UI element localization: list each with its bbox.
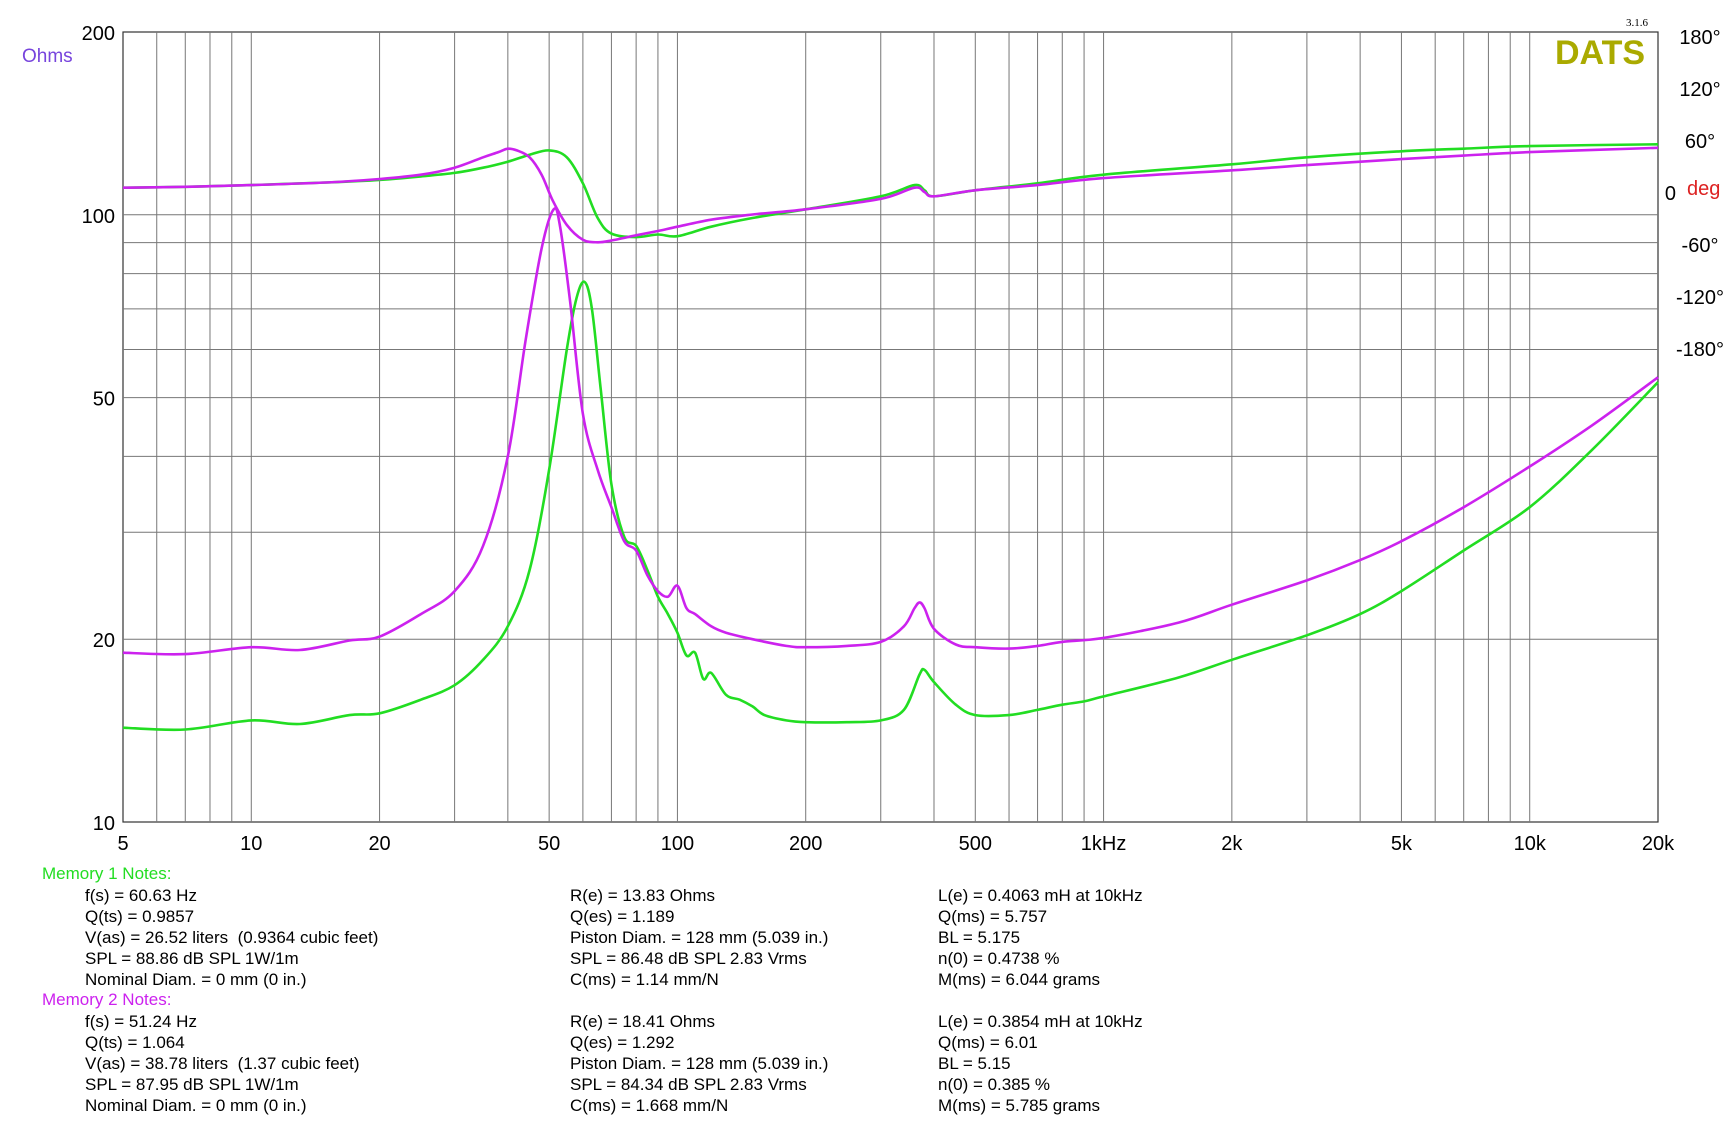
memory1-piston-diam: Piston Diam. = 128 mm (5.039 in.) bbox=[570, 928, 829, 947]
x-tick-label: 100 bbox=[661, 833, 694, 855]
y-tick-label: 10 bbox=[93, 813, 115, 835]
chart-labels: 5 10 20 50 100 200 500 1kHz 2k 5k 10k 20k2001005020… bbox=[82, 23, 1724, 855]
memory2-re: R(e) = 18.41 Ohms bbox=[570, 1012, 716, 1031]
x-tick-label: 1kHz bbox=[1081, 833, 1127, 855]
x-tick-label: 5 bbox=[117, 833, 128, 855]
series-4-phase-curve bbox=[122, 146, 1659, 244]
memory2-qts: Q(ts) = 1.064 bbox=[85, 1033, 185, 1052]
memory1-spl-1w: SPL = 88.86 dB SPL 1W/1m bbox=[85, 949, 299, 968]
memory1-cms: C(ms) = 1.14 mm/N bbox=[570, 970, 719, 989]
plot-frame bbox=[122, 31, 1659, 823]
y2-axis-label: deg bbox=[1687, 178, 1720, 200]
y2-tick-label: 180° bbox=[1679, 27, 1720, 49]
memory2-fs: f(s) = 51.24 Hz bbox=[85, 1012, 197, 1031]
memory1-fs: f(s) = 60.63 Hz bbox=[85, 886, 197, 905]
memory2-cms: C(ms) = 1.668 mm/N bbox=[570, 1096, 729, 1115]
y-axis-label: Ohms bbox=[22, 46, 73, 67]
y2-tick-label: 60° bbox=[1685, 131, 1715, 153]
measurement-notes: Memory 1 Notes: f(s) = 60.63 Hz Q(ts) = … bbox=[0, 860, 1727, 1120]
y2-tick-label: -180° bbox=[1676, 339, 1724, 361]
memory2-col1: f(s) = 51.24 Hz Q(ts) = 1.064 V(as) = 38… bbox=[85, 1011, 360, 1116]
x-tick-label: 50 bbox=[538, 833, 560, 855]
memory1-title: Memory 1 Notes: bbox=[42, 864, 172, 883]
impedance-chart: 5 10 20 50 100 200 500 1kHz 2k 5k 10k 20k2001005020… bbox=[22, 17, 1724, 855]
memory2-qes: Q(es) = 1.292 bbox=[570, 1033, 675, 1052]
y2-tick-label: 0 bbox=[1665, 183, 1676, 205]
memory2-qms: Q(ms) = 6.01 bbox=[938, 1033, 1038, 1052]
series-2-impedance-curve bbox=[122, 206, 1659, 656]
series-1-impedance-curve bbox=[122, 280, 1659, 732]
memory1-re: R(e) = 13.83 Ohms bbox=[570, 886, 716, 905]
memory1-col3: L(e) = 0.4063 mH at 10kHz Q(ms) = 5.757 … bbox=[938, 885, 1143, 990]
memory2-spl-vrms: SPL = 84.34 dB SPL 2.83 Vrms bbox=[570, 1075, 807, 1094]
memory1-qts: Q(ts) = 0.9857 bbox=[85, 907, 195, 926]
x-tick-label: 20 bbox=[368, 833, 390, 855]
memory1-qes: Q(es) = 1.189 bbox=[570, 907, 675, 926]
x-tick-label: 10 bbox=[240, 833, 262, 855]
dats-logo: DATS bbox=[1555, 34, 1645, 72]
memory1-bl: BL = 5.175 bbox=[938, 928, 1021, 947]
x-tick-label: 2k bbox=[1221, 833, 1243, 855]
y2-tick-label: 120° bbox=[1679, 79, 1720, 101]
memory1-n0: n(0) = 0.4738 % bbox=[938, 949, 1060, 968]
memory1-nominal-diam: Nominal Diam. = 0 mm (0 in.) bbox=[85, 970, 307, 989]
memory1-col2: R(e) = 13.83 Ohms Q(es) = 1.189 Piston D… bbox=[570, 885, 828, 990]
y-tick-label: 20 bbox=[93, 630, 115, 652]
x-tick-label: 20k bbox=[1642, 833, 1675, 855]
memory1-vas: V(as) = 26.52 liters (0.9364 cubic feet) bbox=[85, 928, 379, 947]
memory2-piston-diam: Piston Diam. = 128 mm (5.039 in.) bbox=[570, 1054, 829, 1073]
memory1-mms: M(ms) = 6.044 grams bbox=[938, 970, 1101, 989]
x-tick-label: 500 bbox=[959, 833, 992, 855]
memory2-vas: V(as) = 38.78 liters (1.37 cubic feet) bbox=[85, 1054, 360, 1073]
series-3-phase-curve bbox=[122, 143, 1659, 239]
memory2-col3: L(e) = 0.3854 mH at 10kHz Q(ms) = 6.01 B… bbox=[938, 1011, 1143, 1116]
chart-curves bbox=[122, 143, 1659, 732]
y2-tick-label: -120° bbox=[1676, 287, 1724, 309]
memory2-col2: R(e) = 18.41 Ohms Q(es) = 1.292 Piston D… bbox=[570, 1011, 828, 1116]
memory2-bl: BL = 5.15 bbox=[938, 1054, 1011, 1073]
memory2-spl-1w: SPL = 87.95 dB SPL 1W/1m bbox=[85, 1075, 299, 1094]
y-tick-label: 200 bbox=[82, 23, 115, 45]
memory1-col1: f(s) = 60.63 Hz Q(ts) = 0.9857 V(as) = 2… bbox=[85, 885, 378, 990]
y-tick-label: 100 bbox=[82, 206, 115, 228]
memory2-mms: M(ms) = 5.785 grams bbox=[938, 1096, 1101, 1115]
memory1-qms: Q(ms) = 5.757 bbox=[938, 907, 1048, 926]
memory2-nominal-diam: Nominal Diam. = 0 mm (0 in.) bbox=[85, 1096, 307, 1115]
x-tick-label: 5k bbox=[1391, 833, 1413, 855]
y2-tick-label: -60° bbox=[1682, 235, 1719, 257]
memory1-le: L(e) = 0.4063 mH at 10kHz bbox=[938, 886, 1143, 905]
logo-version: 3.1.6 bbox=[1626, 17, 1649, 29]
memory2-title: Memory 2 Notes: bbox=[42, 990, 172, 1009]
memory2-le: L(e) = 0.3854 mH at 10kHz bbox=[938, 1012, 1143, 1031]
y-tick-label: 50 bbox=[93, 389, 115, 411]
x-tick-label: 10k bbox=[1514, 833, 1547, 855]
memory2-n0: n(0) = 0.385 % bbox=[938, 1075, 1050, 1094]
memory1-spl-vrms: SPL = 86.48 dB SPL 2.83 Vrms bbox=[570, 949, 807, 968]
x-tick-label: 200 bbox=[789, 833, 822, 855]
